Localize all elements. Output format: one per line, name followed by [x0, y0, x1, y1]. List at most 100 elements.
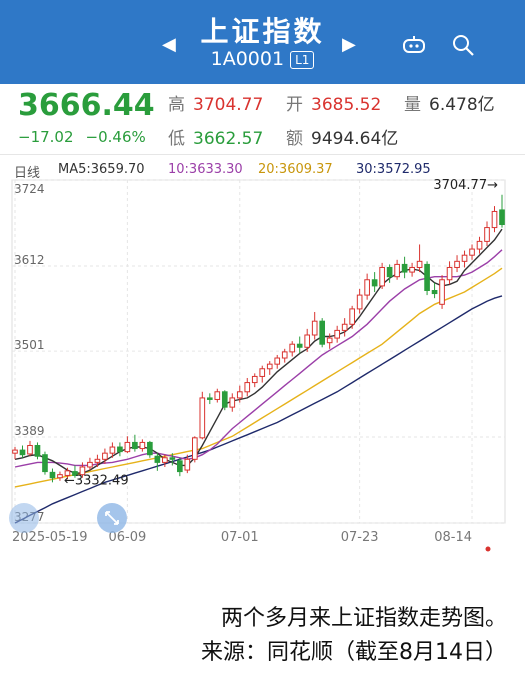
candle-body	[296, 343, 303, 348]
open-label: 开	[286, 95, 303, 115]
x-tick-label: 06-09	[108, 530, 146, 545]
high-label: 高	[168, 95, 185, 115]
ma30-legend: 30:3572.95	[356, 162, 431, 177]
robot-assistant-icon[interactable]	[402, 35, 426, 53]
ma10-line	[14, 249, 503, 468]
caption-line-2: 来源：同花顺（截至8月14日）	[201, 640, 507, 665]
candle-body	[424, 263, 430, 291]
candle-body	[484, 227, 490, 242]
search-icon[interactable]	[451, 33, 475, 57]
high-field: 高 3704.77	[168, 90, 263, 115]
candle-body	[132, 441, 138, 450]
candle-body	[147, 441, 153, 456]
candle-body	[356, 294, 363, 310]
app-header: 上证指数 ◀ ▶ 1A0001 L1	[0, 0, 525, 84]
low-annotation: ←3332.49	[64, 473, 129, 488]
candle-body	[386, 266, 393, 278]
ma20-legend: 20:3609.37	[258, 162, 333, 177]
index-code-row: 1A0001 L1	[0, 48, 525, 70]
candle-body	[244, 382, 251, 393]
candle-body	[124, 441, 131, 453]
high-value: 3704.77	[193, 95, 264, 115]
candle-body	[12, 449, 18, 454]
y-tick-label: 3501	[14, 338, 45, 352]
candle-body	[236, 391, 243, 399]
candle-body	[491, 210, 498, 229]
candle-body	[431, 289, 438, 295]
x-tick-label: 07-23	[341, 530, 379, 545]
quote-panel: 3666.44 −17.02 −0.46% 高 3704.77 开 3685.52 量…	[0, 84, 525, 155]
candle-body	[379, 266, 385, 287]
candle-body	[117, 446, 123, 453]
amount-value: 9494.64亿	[311, 129, 399, 149]
volume-label: 量	[404, 95, 421, 115]
candle-body	[27, 444, 33, 455]
candle-body	[177, 460, 183, 473]
ma10-legend: 10:3633.30	[168, 162, 243, 177]
amount-field: 额 9494.64亿	[286, 124, 398, 149]
candle-body	[42, 454, 48, 473]
candle-body	[214, 391, 221, 400]
prev-index-button[interactable]: ◀	[162, 34, 176, 55]
candle-body	[221, 391, 228, 408]
candle-body	[371, 279, 378, 287]
candle-body	[416, 260, 423, 268]
open-value: 3685.52	[311, 95, 382, 115]
candle-body	[499, 209, 505, 226]
y-tick-label: 3724	[14, 182, 45, 196]
candle-body	[439, 279, 445, 305]
level-badge: L1	[290, 50, 315, 69]
low-field: 低 3662.57	[168, 124, 263, 149]
candle-body	[102, 452, 108, 460]
volume-field: 量 6.478亿	[404, 90, 495, 115]
candle-body	[469, 248, 475, 256]
candle-body	[304, 334, 311, 348]
y-tick-label: 3612	[14, 253, 45, 267]
candle-body	[191, 437, 198, 460]
candle-body	[409, 266, 415, 273]
candle-body	[184, 458, 191, 471]
candle-body	[57, 474, 63, 479]
candle-body	[94, 458, 101, 463]
candle-body	[274, 357, 281, 365]
candle-body	[259, 368, 266, 377]
candle-body	[79, 466, 86, 476]
open-field: 开 3685.52	[286, 90, 381, 115]
change-percent: −0.46%	[85, 128, 146, 146]
candle-body	[364, 279, 370, 296]
expand-chart-icon[interactable]	[97, 503, 127, 533]
zoom-bubble-icon[interactable]	[9, 503, 39, 533]
candle-body	[281, 351, 288, 359]
change-value: −17.02	[18, 128, 74, 146]
price-change: −17.02 −0.46%	[18, 128, 158, 146]
candle-body	[87, 461, 93, 468]
candle-body	[49, 471, 56, 479]
candle-body	[19, 449, 26, 456]
volume-value: 6.478亿	[429, 95, 495, 115]
candle-body	[169, 457, 176, 460]
index-title: 上证指数	[200, 15, 325, 48]
next-index-button[interactable]: ▶	[342, 34, 356, 55]
candle-body	[266, 363, 273, 370]
candle-body	[289, 343, 296, 353]
candle-body	[162, 457, 168, 463]
candle-body	[206, 397, 213, 400]
candle-body	[476, 240, 483, 250]
ma-legend: 日线 MA5:3659.70 10:3633.30 20:3609.37 30:…	[0, 160, 525, 181]
candle-body	[311, 320, 318, 336]
candle-body	[326, 337, 333, 344]
x-tick-label: 08-14	[434, 530, 472, 545]
candle-body	[341, 323, 348, 331]
caption-line-1: 两个多月来上证指数走势图。	[220, 606, 507, 631]
x-tick-label: 2025-05-19	[12, 530, 88, 545]
high-annotation: 3704.77→	[433, 178, 498, 193]
current-price: 3666.44	[18, 88, 155, 123]
candle-body	[454, 260, 460, 268]
candle-body	[394, 263, 400, 278]
index-code: 1A0001	[210, 48, 285, 70]
ma5-legend: MA5:3659.70	[58, 162, 145, 177]
kline-chart[interactable]: 372436123501338932772025-05-1906-0907-01…	[0, 178, 525, 563]
chart-type-label[interactable]: 日线	[14, 166, 41, 181]
low-label: 低	[168, 129, 185, 149]
amount-label: 额	[286, 129, 303, 149]
